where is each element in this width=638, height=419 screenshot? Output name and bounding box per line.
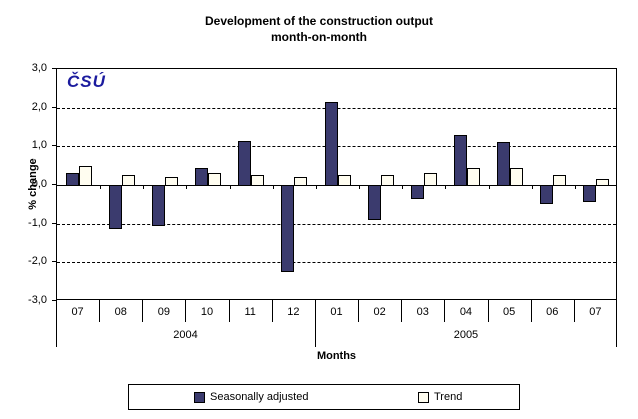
month-tick	[315, 185, 317, 189]
month-tick	[100, 185, 102, 189]
bar-trend	[337, 175, 351, 186]
y-tick	[52, 222, 57, 224]
y-tick-label: -3,0	[28, 294, 47, 306]
month-separator	[99, 300, 101, 322]
legend-label: Seasonally adjusted	[210, 391, 309, 403]
year-separator	[56, 300, 57, 347]
legend-swatch-icon	[418, 391, 429, 403]
month-label: 04	[459, 306, 473, 318]
y-tick	[52, 184, 57, 185]
y-tick-label: -2,0	[28, 255, 47, 268]
chart-title-line1: Development of the construction output	[205, 14, 433, 28]
month-label: 10	[200, 306, 214, 318]
y-tick-label: 2,0	[31, 100, 47, 113]
y-tick	[52, 106, 57, 108]
month-separator	[573, 300, 575, 322]
bar-trend	[208, 173, 222, 186]
year-label: 2004	[173, 329, 198, 341]
bar-trend	[121, 175, 135, 186]
legend-swatch-icon	[194, 391, 205, 403]
month-label: 02	[373, 306, 386, 318]
bar-trend	[294, 177, 308, 186]
month-separator	[444, 300, 446, 322]
year-separator	[616, 300, 617, 347]
bar-seasonally-adjusted	[151, 185, 165, 226]
month-tick	[531, 185, 533, 189]
month-label: 11	[244, 306, 256, 318]
bar-trend	[553, 175, 567, 186]
gridline	[57, 223, 616, 225]
bar-trend	[164, 177, 178, 186]
bar-trend	[596, 179, 610, 186]
month-separator	[487, 300, 489, 322]
plot-area	[56, 68, 617, 300]
month-tick	[574, 185, 576, 189]
bar-seasonally-adjusted	[324, 101, 338, 186]
y-tick-label: 0,0	[31, 178, 47, 190]
bar-trend	[466, 167, 480, 186]
bar-seasonally-adjusted	[453, 134, 467, 186]
y-tick-label: -1,0	[28, 216, 47, 229]
month-label: 07	[71, 306, 84, 318]
chart-title: Development of the construction output m…	[0, 13, 638, 45]
bar-seasonally-adjusted	[281, 185, 295, 272]
month-separator	[401, 300, 403, 322]
month-tick	[143, 185, 145, 189]
month-tick	[229, 185, 231, 189]
month-label: 12	[287, 306, 300, 318]
bar-trend	[510, 167, 524, 186]
month-label: 08	[114, 306, 127, 318]
bar-trend	[78, 165, 92, 186]
month-label: 09	[157, 306, 170, 318]
legend-label: Trend	[434, 391, 463, 403]
y-tick	[52, 145, 57, 147]
month-separator	[358, 300, 360, 322]
y-tick	[52, 300, 57, 301]
bar-seasonally-adjusted	[195, 167, 209, 186]
y-tick-label: 3,0	[31, 62, 47, 74]
month-label: 07	[589, 306, 602, 318]
bar-seasonally-adjusted	[367, 185, 381, 220]
bar-seasonally-adjusted	[497, 142, 511, 186]
month-separator	[228, 300, 230, 322]
legend-entry-seasonally-adjusted: Seasonally adjusted	[194, 385, 308, 409]
bar-seasonally-adjusted	[65, 173, 79, 186]
legend: Seasonally adjusted Trend	[128, 384, 520, 410]
y-tick	[52, 261, 57, 263]
month-separator	[271, 300, 273, 322]
bar-seasonally-adjusted	[238, 140, 252, 186]
month-tick	[359, 185, 361, 189]
bar-seasonally-adjusted	[583, 185, 597, 203]
gridline	[57, 262, 616, 264]
month-label: 05	[502, 306, 516, 318]
bar-seasonally-adjusted	[540, 185, 554, 205]
year-separator	[314, 300, 316, 347]
month-tick	[488, 185, 490, 189]
y-tick-label: 1,0	[31, 139, 47, 152]
month-separator	[185, 300, 187, 322]
month-separator	[530, 300, 532, 322]
month-tick	[402, 185, 404, 189]
month-tick	[272, 185, 274, 189]
year-label: 2005	[453, 329, 479, 341]
month-label: 01	[330, 306, 343, 318]
month-label: 06	[546, 306, 559, 318]
bar-trend	[380, 175, 394, 186]
month-tick	[445, 185, 447, 189]
month-separator	[142, 300, 144, 322]
y-tick	[52, 68, 57, 69]
csu-logo: ČSÚ	[67, 72, 106, 91]
x-axis-title: Months	[316, 350, 357, 362]
month-tick	[186, 185, 188, 189]
bar-trend	[423, 173, 437, 186]
bar-seasonally-adjusted	[410, 185, 424, 199]
bar-trend	[251, 175, 265, 186]
bar-seasonally-adjusted	[108, 185, 122, 230]
month-label: 03	[416, 306, 429, 318]
chart-title-line2: month-on-month	[271, 30, 367, 44]
legend-entry-trend: Trend	[418, 385, 462, 409]
